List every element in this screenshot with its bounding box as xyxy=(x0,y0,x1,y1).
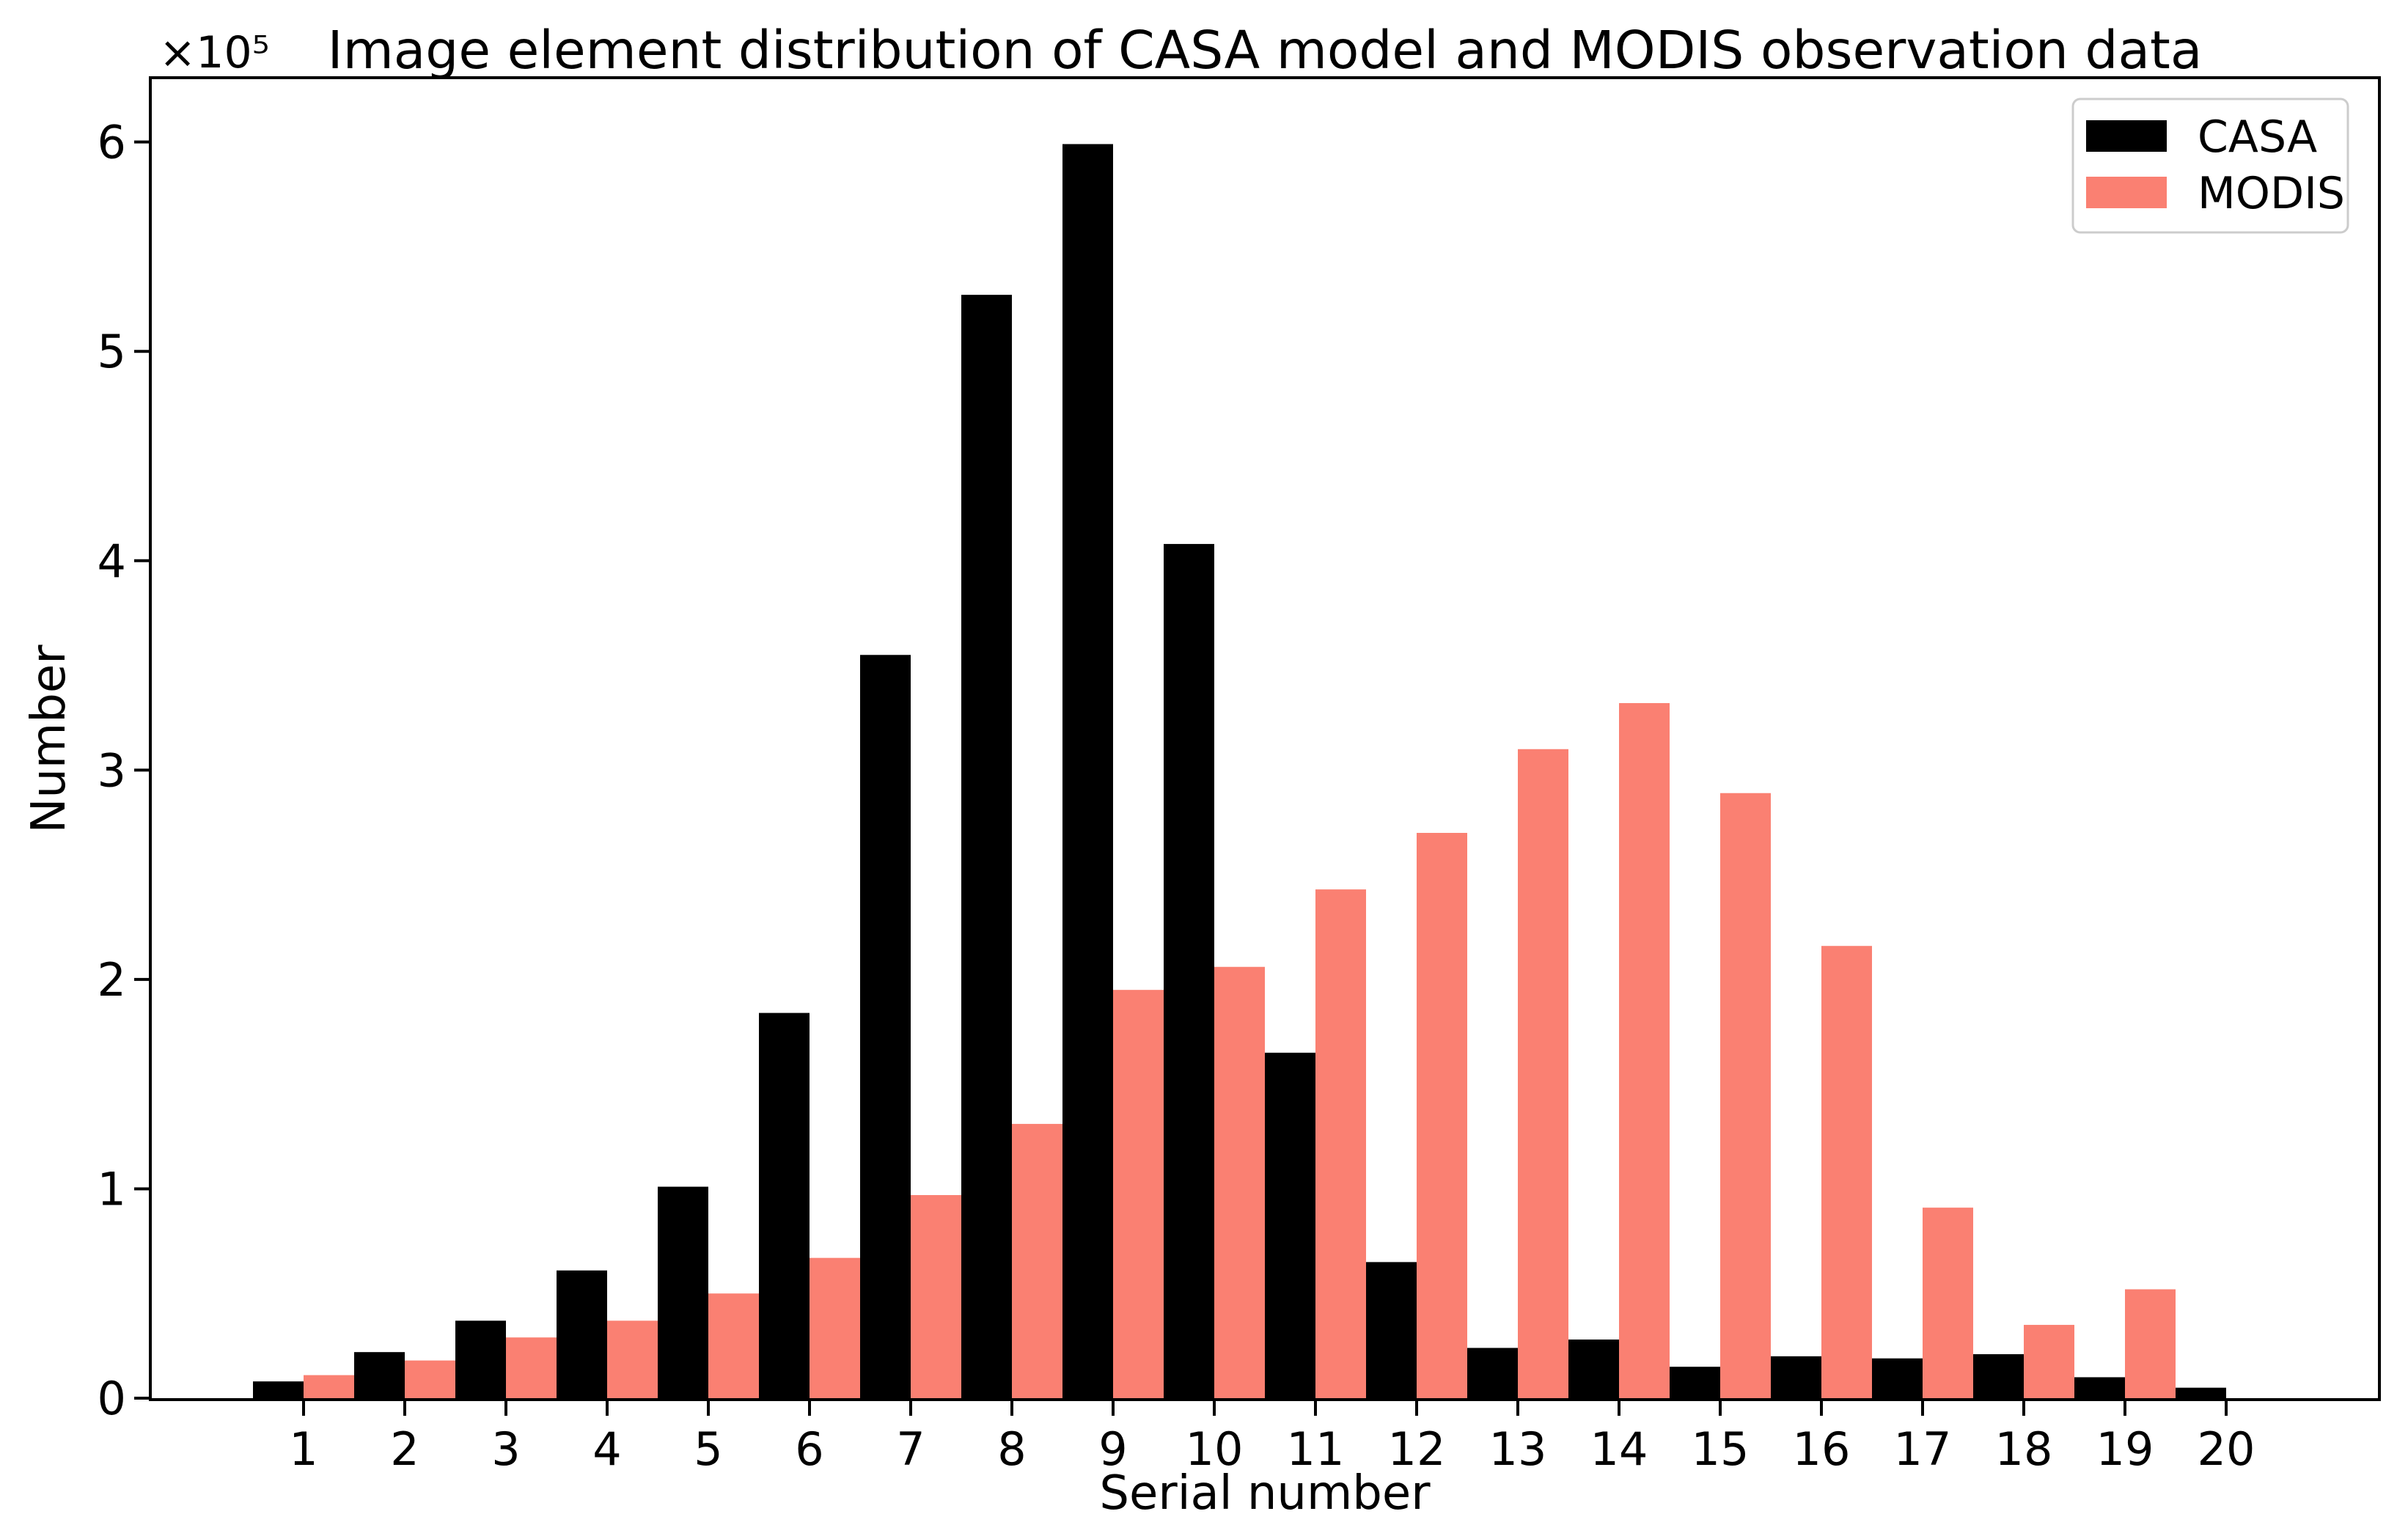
x-tick-label-12: 12 xyxy=(1388,1422,1446,1476)
x-tick-label-5: 5 xyxy=(694,1422,722,1476)
y-tick-label-5: 5 xyxy=(98,325,126,378)
bar-casa-6 xyxy=(759,1013,810,1398)
x-tick-label-15: 15 xyxy=(1692,1422,1750,1476)
x-tick-label-13: 13 xyxy=(1489,1422,1547,1476)
bar-modis-15 xyxy=(1720,793,1771,1398)
legend-swatch-modis xyxy=(2086,177,2167,208)
y-tick-label-3: 3 xyxy=(98,743,126,797)
x-tick-label-1: 1 xyxy=(289,1422,317,1476)
bar-casa-14 xyxy=(1568,1340,1619,1398)
bar-modis-4 xyxy=(607,1320,658,1398)
bar-casa-5 xyxy=(658,1186,708,1398)
bar-casa-10 xyxy=(1164,543,1214,1398)
x-tick-label-10: 10 xyxy=(1186,1422,1244,1476)
bar-modis-2 xyxy=(405,1360,455,1398)
bar-modis-1 xyxy=(304,1375,354,1398)
bar-modis-11 xyxy=(1315,889,1366,1398)
bar-casa-17 xyxy=(1872,1358,1923,1398)
bar-casa-15 xyxy=(1670,1367,1720,1398)
bar-casa-16 xyxy=(1771,1356,1821,1398)
x-axis-label: Serial number xyxy=(1099,1466,1431,1521)
bar-modis-12 xyxy=(1417,833,1467,1398)
bar-casa-11 xyxy=(1265,1052,1315,1398)
bar-casa-19 xyxy=(2074,1377,2125,1398)
bar-modis-6 xyxy=(810,1257,860,1398)
x-tick-label-9: 9 xyxy=(1098,1422,1127,1476)
y-tick-label-4: 4 xyxy=(98,534,126,588)
bar-modis-13 xyxy=(1518,749,1568,1398)
x-tick-label-16: 16 xyxy=(1793,1422,1851,1476)
legend-label-modis: MODIS xyxy=(2198,168,2345,219)
plot-spines xyxy=(149,76,2381,1401)
x-tick-label-6: 6 xyxy=(795,1422,823,1476)
x-tick-label-7: 7 xyxy=(896,1422,925,1476)
y-tick-label-6: 6 xyxy=(98,116,126,169)
x-tick-label-19: 19 xyxy=(2096,1422,2154,1476)
chart-title: Image element distribution of CASA model… xyxy=(328,20,2203,81)
bar-casa-2 xyxy=(354,1352,405,1398)
bar-casa-4 xyxy=(557,1270,607,1398)
y-axis-offset-text: ×10⁵ xyxy=(159,27,270,78)
x-tick-label-20: 20 xyxy=(2198,1422,2255,1476)
bar-modis-5 xyxy=(708,1293,759,1398)
bar-modis-18 xyxy=(2024,1325,2074,1398)
legend-swatch-casa xyxy=(2086,120,2167,152)
x-tick-label-11: 11 xyxy=(1287,1422,1345,1476)
bar-casa-7 xyxy=(860,655,911,1398)
x-tick-label-4: 4 xyxy=(592,1422,621,1476)
bar-modis-10 xyxy=(1214,966,1265,1398)
bar-modis-9 xyxy=(1113,990,1164,1398)
x-tick-label-14: 14 xyxy=(1590,1422,1648,1476)
bar-casa-18 xyxy=(1973,1354,2024,1398)
bar-modis-17 xyxy=(1923,1208,1973,1398)
y-tick-label-1: 1 xyxy=(98,1162,126,1216)
bar-casa-9 xyxy=(1062,144,1113,1398)
bar-modis-19 xyxy=(2125,1289,2176,1398)
legend-label-casa: CASA xyxy=(2198,111,2317,163)
bars-layer xyxy=(253,144,2226,1399)
y-axis-label: Number xyxy=(22,644,76,834)
bar-modis-16 xyxy=(1821,946,1872,1398)
bar-casa-8 xyxy=(961,295,1012,1399)
x-tick-label-3: 3 xyxy=(491,1422,520,1476)
bar-casa-20 xyxy=(2176,1387,2226,1398)
x-tick-label-2: 2 xyxy=(390,1422,419,1476)
legend: CASA MODIS xyxy=(2071,98,2349,234)
bar-modis-7 xyxy=(911,1195,961,1398)
bar-casa-3 xyxy=(455,1320,506,1398)
bar-casa-1 xyxy=(253,1381,304,1398)
bar-modis-8 xyxy=(1012,1123,1062,1398)
x-tick-label-17: 17 xyxy=(1894,1422,1952,1476)
y-tick-label-2: 2 xyxy=(98,953,126,1007)
bar-casa-12 xyxy=(1366,1262,1417,1398)
y-tick-label-0: 0 xyxy=(98,1372,126,1425)
x-tick-label-8: 8 xyxy=(997,1422,1026,1476)
x-tick-label-18: 18 xyxy=(1995,1422,2053,1476)
bar-modis-14 xyxy=(1619,702,1670,1398)
bar-modis-3 xyxy=(506,1337,557,1398)
bar-casa-13 xyxy=(1467,1348,1518,1398)
